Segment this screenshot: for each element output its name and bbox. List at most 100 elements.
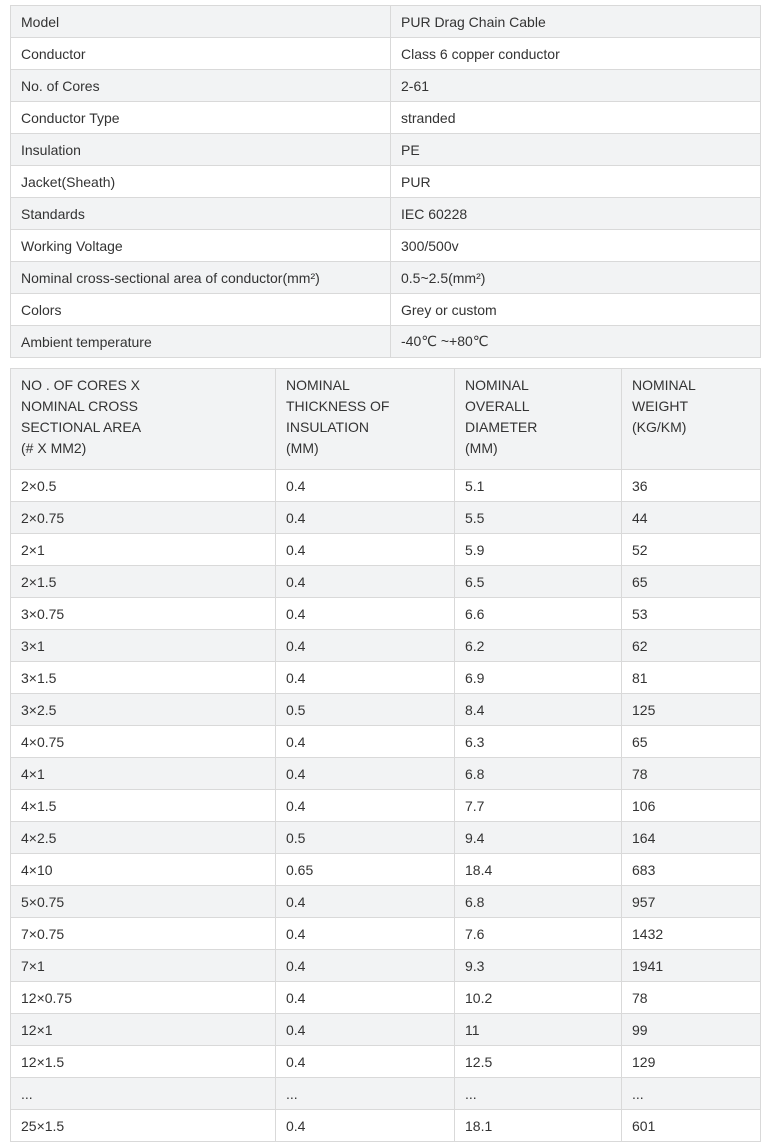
column-header-line: (KG/KM) <box>632 419 687 435</box>
spec-label: Model <box>10 5 391 38</box>
cell-overall-diameter: 18.4 <box>454 853 622 886</box>
cell-overall-diameter: 6.2 <box>454 629 622 662</box>
table-row: 2×1.5 0.4 6.5 65 <box>10 565 761 598</box>
cell-cores-by-area: 4×1 <box>10 757 276 790</box>
cell-weight: ... <box>621 1077 761 1110</box>
spec-value: stranded <box>390 101 761 134</box>
column-header-line: INSULATION <box>286 419 369 435</box>
cell-insulation-thickness: 0.4 <box>275 597 455 630</box>
spec-value: 0.5~2.5(mm²) <box>390 261 761 294</box>
cell-insulation-thickness: 0.4 <box>275 469 455 502</box>
cell-overall-diameter: 5.9 <box>454 533 622 566</box>
cell-cores-by-area: 12×0.75 <box>10 981 276 1014</box>
table-row: 5×0.75 0.4 6.8 957 <box>10 885 761 918</box>
cell-cores-by-area: ... <box>10 1077 276 1110</box>
cell-weight: 53 <box>621 597 761 630</box>
cell-weight: 164 <box>621 821 761 854</box>
table-row: 4×0.75 0.4 6.3 65 <box>10 725 761 758</box>
cell-weight: 683 <box>621 853 761 886</box>
column-header-line: NOMINAL CROSS <box>21 398 138 414</box>
spec-row: Conductor Type stranded <box>10 101 761 134</box>
column-header-overall-diameter: NOMINAL OVERALL DIAMETER (MM) <box>454 368 622 470</box>
cell-insulation-thickness: 0.4 <box>275 501 455 534</box>
table-row: 2×0.75 0.4 5.5 44 <box>10 501 761 534</box>
cell-cores-by-area: 2×1 <box>10 533 276 566</box>
spec-label: Conductor <box>10 37 391 70</box>
cell-overall-diameter: 10.2 <box>454 981 622 1014</box>
cell-insulation-thickness: 0.65 <box>275 853 455 886</box>
cell-weight: 78 <box>621 981 761 1014</box>
cell-overall-diameter: ... <box>454 1077 622 1110</box>
table-row: 25×1.5 0.4 18.1 601 <box>10 1109 761 1142</box>
cell-insulation-thickness: 0.4 <box>275 661 455 694</box>
table-row: 3×1 0.4 6.2 62 <box>10 629 761 662</box>
cell-insulation-thickness: 0.4 <box>275 757 455 790</box>
table-row: 4×10 0.65 18.4 683 <box>10 853 761 886</box>
spec-label: No. of Cores <box>10 69 391 102</box>
column-header-line: OVERALL <box>465 398 530 414</box>
cell-insulation-thickness: 0.4 <box>275 565 455 598</box>
cell-weight: 1941 <box>621 949 761 982</box>
cell-weight: 52 <box>621 533 761 566</box>
column-header-line: THICKNESS OF <box>286 398 390 414</box>
spec-label: Working Voltage <box>10 229 391 262</box>
spec-label: Jacket(Sheath) <box>10 165 391 198</box>
cell-cores-by-area: 12×1.5 <box>10 1045 276 1078</box>
cable-data-table: NO . OF CORES X NOMINAL CROSS SECTIONAL AR… <box>10 368 761 1142</box>
cable-data-table-header: NO . OF CORES X NOMINAL CROSS SECTIONAL AR… <box>10 368 761 470</box>
spec-value: Grey or custom <box>390 293 761 326</box>
cell-insulation-thickness: 0.4 <box>275 789 455 822</box>
header-row: NO . OF CORES X NOMINAL CROSS SECTIONAL AR… <box>10 368 761 470</box>
cell-weight: 106 <box>621 789 761 822</box>
cell-cores-by-area: 3×1 <box>10 629 276 662</box>
spec-row: No. of Cores 2-61 <box>10 69 761 102</box>
spec-label: Nominal cross-sectional area of conducto… <box>10 261 391 294</box>
spec-row: Jacket(Sheath) PUR <box>10 165 761 198</box>
specification-table: Model PUR Drag Chain Cable Conductor Class … <box>10 5 761 358</box>
cell-insulation-thickness: 0.4 <box>275 1109 455 1142</box>
cell-overall-diameter: 7.6 <box>454 917 622 950</box>
table-row: 7×0.75 0.4 7.6 1432 <box>10 917 761 950</box>
cell-overall-diameter: 6.8 <box>454 757 622 790</box>
cell-overall-diameter: 12.5 <box>454 1045 622 1078</box>
cell-cores-by-area: 4×0.75 <box>10 725 276 758</box>
cell-overall-diameter: 5.5 <box>454 501 622 534</box>
cell-insulation-thickness: 0.4 <box>275 949 455 982</box>
cell-cores-by-area: 3×1.5 <box>10 661 276 694</box>
cell-cores-by-area: 2×1.5 <box>10 565 276 598</box>
spec-label: Ambient temperature <box>10 325 391 358</box>
cell-weight: 601 <box>621 1109 761 1142</box>
column-header-cores-by-area: NO . OF CORES X NOMINAL CROSS SECTIONAL AR… <box>10 368 276 470</box>
spec-value: -40℃ ~+80℃ <box>390 325 761 358</box>
spec-row: Ambient temperature -40℃ ~+80℃ <box>10 325 761 358</box>
cell-weight: 62 <box>621 629 761 662</box>
cell-overall-diameter: 18.1 <box>454 1109 622 1142</box>
cell-overall-diameter: 11 <box>454 1013 622 1046</box>
column-header-insulation-thickness: NOMINAL THICKNESS OF INSULATION (MM) <box>275 368 455 470</box>
cell-cores-by-area: 5×0.75 <box>10 885 276 918</box>
cell-weight: 36 <box>621 469 761 502</box>
cell-weight: 1432 <box>621 917 761 950</box>
table-row: 12×1.5 0.4 12.5 129 <box>10 1045 761 1078</box>
cell-overall-diameter: 5.1 <box>454 469 622 502</box>
spec-row: Conductor Class 6 copper conductor <box>10 37 761 70</box>
cell-weight: 129 <box>621 1045 761 1078</box>
column-header-line: WEIGHT <box>632 398 688 414</box>
cell-cores-by-area: 2×0.75 <box>10 501 276 534</box>
column-header-line: (MM) <box>465 440 498 456</box>
table-row: 12×1 0.4 11 99 <box>10 1013 761 1046</box>
cell-insulation-thickness: 0.4 <box>275 629 455 662</box>
column-header-line: NOMINAL <box>465 377 529 393</box>
table-row: 2×1 0.4 5.9 52 <box>10 533 761 566</box>
column-header-line: (# X MM2) <box>21 440 87 456</box>
spec-value: Class 6 copper conductor <box>390 37 761 70</box>
spec-value: 2-61 <box>390 69 761 102</box>
cell-overall-diameter: 9.3 <box>454 949 622 982</box>
column-header-line: NO . OF CORES X <box>21 377 141 393</box>
cell-insulation-thickness: 0.4 <box>275 725 455 758</box>
cell-overall-diameter: 9.4 <box>454 821 622 854</box>
spec-label: Insulation <box>10 133 391 166</box>
cell-weight: 125 <box>621 693 761 726</box>
cell-cores-by-area: 12×1 <box>10 1013 276 1046</box>
spec-value: PUR <box>390 165 761 198</box>
